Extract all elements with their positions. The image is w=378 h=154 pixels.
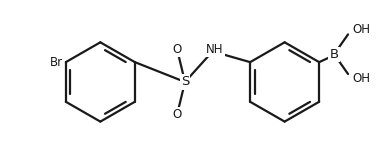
Text: Br: Br	[50, 56, 63, 69]
Text: O: O	[172, 108, 182, 121]
Text: O: O	[172, 43, 182, 56]
Text: OH: OH	[352, 73, 370, 85]
Text: NH: NH	[206, 43, 224, 56]
Text: B: B	[330, 48, 339, 61]
Text: S: S	[181, 75, 189, 88]
Text: OH: OH	[352, 23, 370, 36]
